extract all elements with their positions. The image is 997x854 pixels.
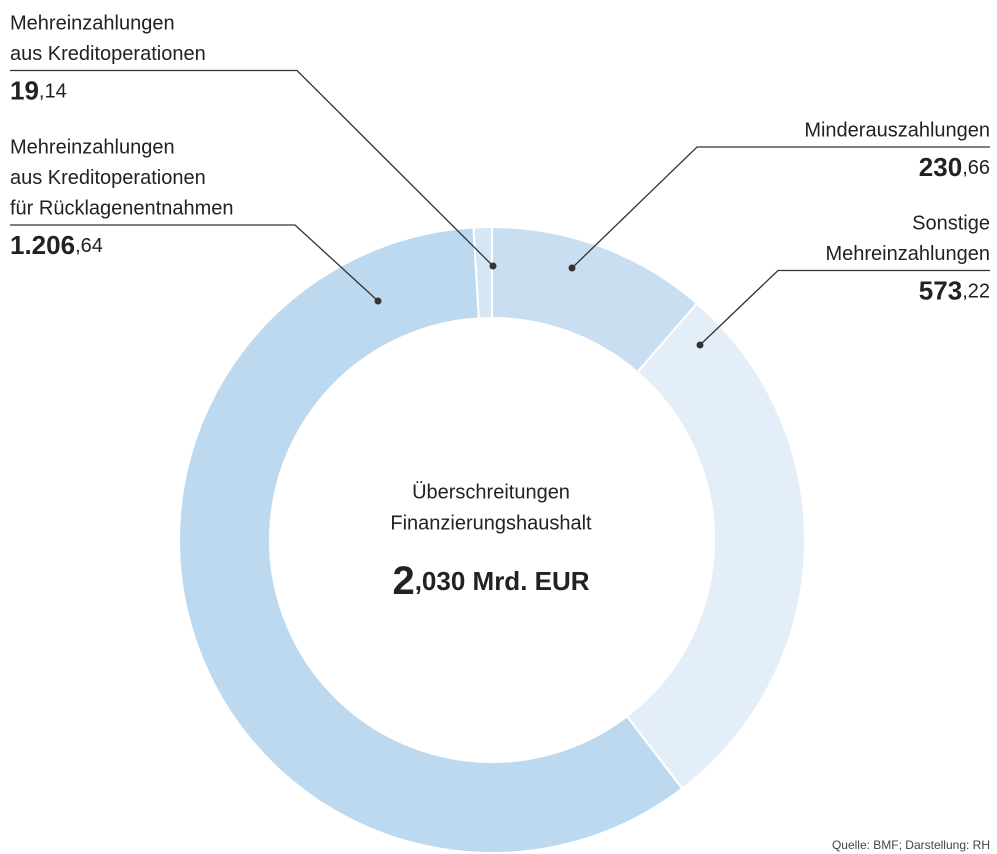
leader-dot [489, 262, 497, 270]
leader-line [571, 146, 990, 269]
value-label: 19,14 [10, 75, 67, 105]
slice-label: Minderauszahlungen [804, 119, 990, 141]
leader-dot [568, 264, 576, 272]
slice-label: Mehreinzahlungen [825, 243, 990, 265]
value-label: 1.206,64 [10, 230, 103, 260]
slice-label: Mehreinzahlungen [10, 12, 175, 34]
total-label: 2,030 Mrd. EUR [392, 559, 589, 603]
leader-line [10, 69, 494, 267]
leader-dot [696, 341, 704, 349]
leader-line [699, 269, 990, 346]
slice-label: aus Kreditoperationen [10, 167, 206, 189]
donut-segment [178, 226, 684, 854]
center-label: Finanzierungshaushalt [390, 512, 592, 534]
donut-segment [472, 225, 493, 320]
leader-dot [374, 297, 382, 305]
value-label: 230,66 [919, 152, 990, 182]
slice-label: für Rücklagenentnahmen [10, 197, 233, 219]
value-label: 573,22 [919, 275, 990, 305]
slice-label: Mehreinzahlungen [10, 136, 175, 158]
source: Quelle: BMF; Darstellung: RH [832, 838, 990, 852]
slice-label: Sonstige [912, 212, 990, 234]
center-label: Überschreitungen [412, 481, 570, 503]
slice-label: aus Kreditoperationen [10, 43, 206, 65]
donut-segment [625, 302, 806, 791]
leader-line [10, 224, 379, 302]
